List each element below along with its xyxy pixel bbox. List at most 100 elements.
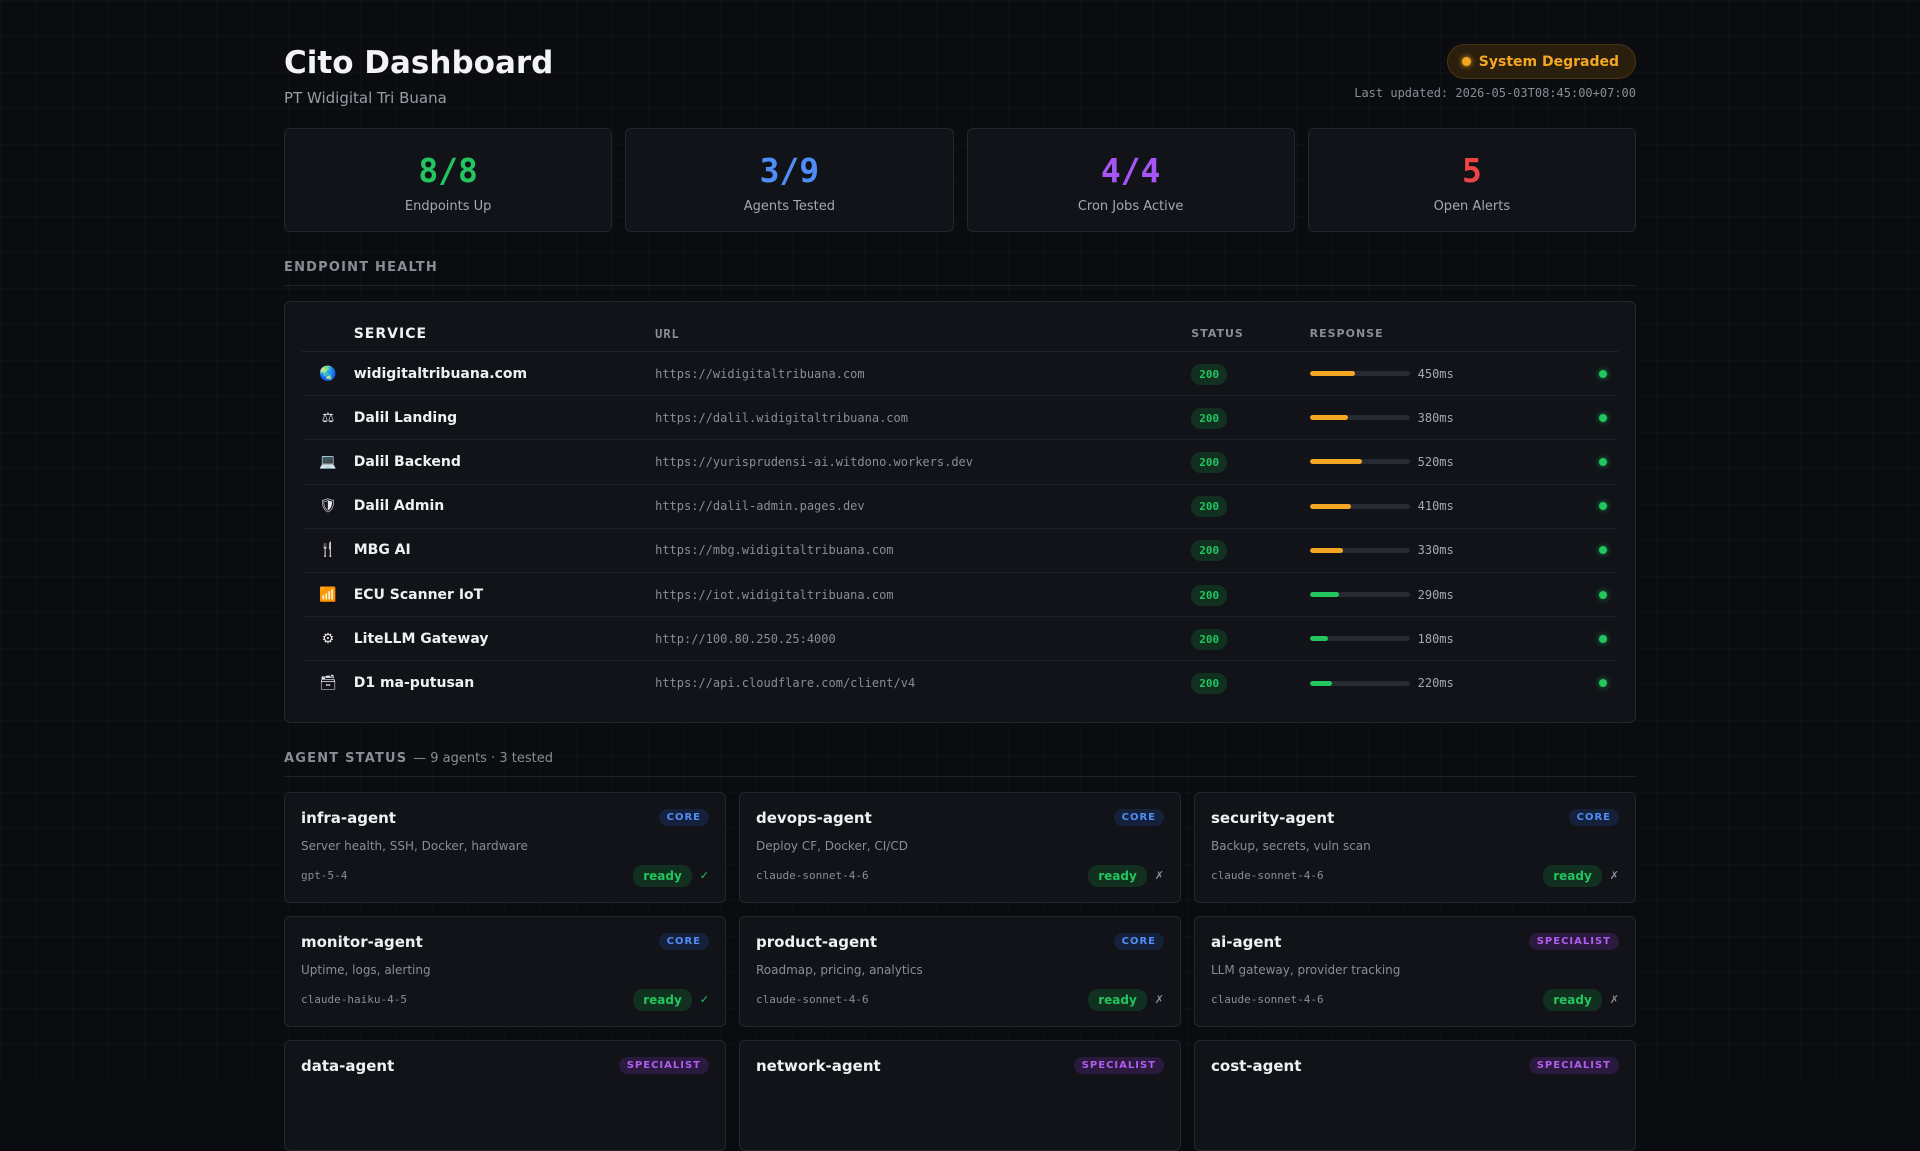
agent-card[interactable]: network-agent SPECIALIST [739, 1039, 1181, 1151]
service-url[interactable]: https://yurisprudensi-ai.witdono.workers… [655, 454, 973, 469]
agent-card[interactable]: cost-agent SPECIALIST [1194, 1039, 1636, 1151]
agent-name: cost-agent [1211, 1056, 1302, 1075]
agent-card[interactable]: devops-agent CORE Deploy CF, Docker, CI/C… [739, 791, 1181, 903]
response-value: 220ms [1417, 676, 1454, 691]
table-row[interactable]: 🍴 MBG AI https://mbg.widigitaltribuana.c… [302, 529, 1618, 573]
agent-model: claude-sonnet-4-6 [756, 992, 869, 1006]
stats-row: 8/8 Endpoints Up 3/9 Agents Tested 4/4 C… [284, 128, 1636, 232]
response-bar-fill [1309, 415, 1348, 421]
agent-name: infra-agent [301, 808, 396, 827]
response-value: 450ms [1417, 366, 1454, 381]
cross-icon: ✗ [1154, 869, 1164, 882]
service-url[interactable]: https://dalil.widigitaltribuana.com [655, 410, 908, 425]
table-row[interactable]: 📶 ECU Scanner IoT https://iot.widigitalt… [302, 573, 1618, 618]
table-row[interactable]: ⚙ LiteLLM Gateway http://100.80.250.25:4… [302, 617, 1618, 662]
status-code-badge: 200 [1191, 407, 1228, 429]
service-url[interactable]: https://widigitaltribuana.com [655, 366, 865, 381]
agent-card[interactable]: ai-agent SPECIALIST LLM gateway, provider… [1194, 915, 1636, 1027]
status-code-badge: 200 [1191, 363, 1228, 385]
service-url[interactable]: http://100.80.250.25:4000 [655, 631, 836, 646]
agent-name: ai-agent [1211, 932, 1282, 951]
agent-state-badge: ready [633, 988, 692, 1011]
agent-summary: — 9 agents · 3 tested [413, 750, 553, 766]
online-dot-icon [1599, 502, 1608, 511]
agent-tier-badge: CORE [1113, 932, 1164, 950]
table-row[interactable]: ⚖ Dalil Landing https://dalil.widigitalt… [302, 396, 1618, 441]
table-row[interactable]: 💻 Dalil Backend https://yurisprudensi-ai… [302, 440, 1618, 485]
response-value: 380ms [1417, 410, 1454, 425]
agent-card[interactable]: monitor-agent CORE Uptime, logs, alerting… [284, 915, 726, 1027]
response-bar-fill [1309, 371, 1355, 377]
section-title: AGENT STATUS [284, 750, 408, 766]
check-icon: ✓ [699, 869, 709, 882]
agent-tier-badge: SPECIALIST [1528, 932, 1619, 950]
service-url[interactable]: https://iot.widigitaltribuana.com [655, 587, 894, 602]
laptop-icon: 💻 [319, 453, 337, 470]
agent-name: product-agent [756, 932, 878, 951]
system-status-badge[interactable]: System Degraded [1446, 44, 1636, 79]
dashboard: Cito Dashboard PT Widigital Tri Buana Sy… [284, 0, 1636, 1151]
online-dot-icon [1599, 546, 1608, 555]
agent-model: claude-sonnet-4-6 [1211, 868, 1324, 882]
response-bar-fill [1309, 636, 1328, 642]
service-url[interactable]: https://api.cloudflare.com/client/v4 [655, 676, 916, 691]
response-bar-fill [1309, 547, 1343, 553]
service-url[interactable]: https://dalil-admin.pages.dev [655, 499, 865, 514]
table-row[interactable]: 🛡 Dalil Admin https://dalil-admin.pages.… [302, 485, 1618, 529]
stat-open-alerts: 5 Open Alerts [1307, 128, 1636, 232]
stat-label: Open Alerts [1433, 199, 1511, 214]
response-time: 330ms [1309, 543, 1589, 558]
section-title: ENDPOINT HEALTH [284, 260, 438, 275]
agent-card[interactable]: security-agent CORE Backup, secrets, vuln… [1194, 791, 1636, 903]
table-header: SERVICE URL STATUS RESPONSE [302, 316, 1618, 352]
column-response: RESPONSE [1309, 327, 1384, 340]
response-time: 410ms [1309, 499, 1589, 513]
agent-description: Server health, SSH, Docker, hardware [301, 838, 528, 853]
status-code-badge: 200 [1191, 628, 1228, 650]
stat-value: 3/9 [759, 151, 820, 190]
agent-description: LLM gateway, provider tracking [1211, 962, 1401, 977]
agent-card[interactable]: product-agent CORE Roadmap, pricing, anal… [739, 915, 1181, 1027]
stat-label: Cron Jobs Active [1077, 199, 1184, 214]
online-dot-icon [1599, 634, 1608, 643]
status-code-badge: 200 [1191, 673, 1228, 695]
agent-card[interactable]: infra-agent CORE Server health, SSH, Dock… [284, 791, 726, 903]
stat-label: Agents Tested [743, 199, 835, 214]
agent-state-badge: ready [633, 864, 692, 887]
column-url: URL [655, 326, 680, 341]
response-time: 180ms [1309, 631, 1589, 646]
service-url[interactable]: https://mbg.widigitaltribuana.com [655, 543, 894, 558]
response-value: 290ms [1417, 587, 1454, 602]
service-name: ECU Scanner IoT [353, 586, 484, 603]
response-value: 330ms [1417, 543, 1454, 558]
agent-model: claude-sonnet-4-6 [1211, 992, 1324, 1006]
status-code-badge: 200 [1191, 496, 1228, 518]
online-dot-icon [1599, 457, 1608, 466]
online-dot-icon [1599, 590, 1608, 599]
response-time: 290ms [1309, 587, 1589, 602]
service-name: LiteLLM Gateway [353, 630, 489, 647]
agent-state-badge: ready [1088, 864, 1147, 887]
agent-model: claude-haiku-4-5 [301, 992, 407, 1006]
service-name: D1 ma-putusan [353, 675, 475, 692]
table-row[interactable]: 🗃 D1 ma-putusan https://api.cloudflare.c… [302, 661, 1618, 705]
response-time: 450ms [1309, 366, 1589, 381]
response-bar-fill [1309, 503, 1351, 509]
endpoint-table: SERVICE URL STATUS RESPONSE 🌏 widigitalt… [284, 301, 1636, 723]
company-name: PT Widigital Tri Buana [284, 89, 447, 107]
gear-icon: ⚙ [321, 630, 335, 647]
service-name: Dalil Landing [353, 409, 458, 426]
stat-value: 4/4 [1100, 151, 1161, 190]
service-name: MBG AI [353, 542, 411, 559]
agent-name: data-agent [301, 1056, 395, 1075]
signal-icon: 📶 [319, 586, 337, 603]
check-icon: ✓ [699, 993, 709, 1006]
agent-state-badge: ready [1543, 988, 1602, 1011]
agent-card[interactable]: data-agent SPECIALIST [284, 1039, 726, 1151]
response-value: 180ms [1417, 631, 1454, 646]
table-row[interactable]: 🌏 widigitaltribuana.com https://widigita… [302, 352, 1618, 397]
last-updated: Last updated: 2026-05-03T08:45:00+07:00 [1354, 86, 1636, 100]
stat-endpoints-up: 8/8 Endpoints Up [284, 128, 613, 232]
agent-description: Deploy CF, Docker, CI/CD [756, 838, 908, 853]
service-name: Dalil Admin [353, 498, 445, 515]
